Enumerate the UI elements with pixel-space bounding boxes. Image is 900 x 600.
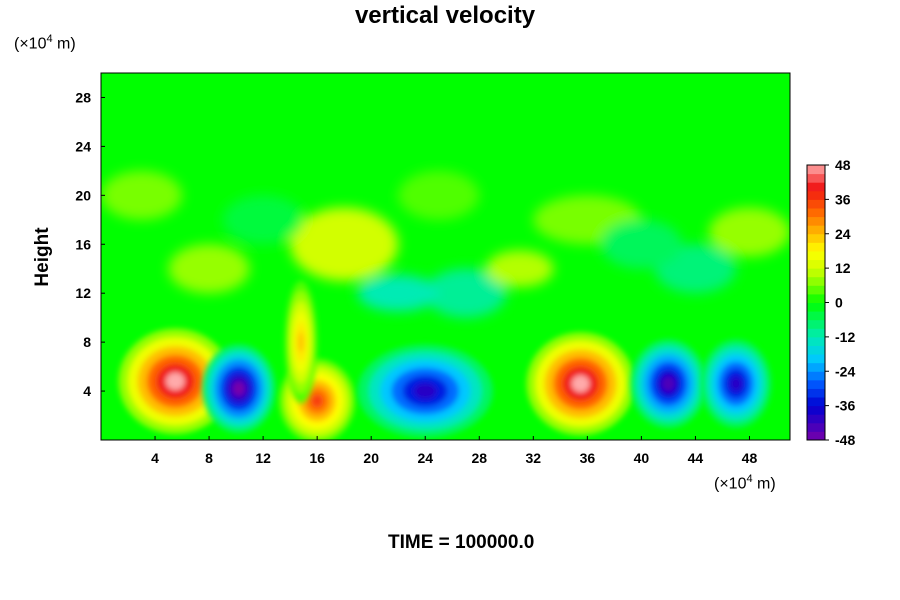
x-tick-label: 24 (417, 450, 433, 466)
colorbar-swatch (807, 173, 825, 183)
cell-updraft-3 (526, 332, 635, 436)
colorbar-swatch (807, 371, 825, 381)
colorbar-swatch (807, 190, 825, 200)
contour-level (232, 381, 245, 396)
colorbar-swatch (807, 388, 825, 398)
turbulent-layer (101, 170, 790, 318)
plot-frame (100, 72, 791, 441)
colorbar-swatch (807, 311, 825, 321)
colorbar-swatch (807, 336, 825, 346)
colorbar-swatch (807, 225, 825, 235)
turbulent-patch (168, 244, 250, 294)
cell-downdraft-1 (202, 344, 276, 433)
contour-level (165, 372, 185, 391)
colorbar-swatch (807, 250, 825, 261)
colorbar-tick-label: -12 (835, 329, 855, 345)
turbulent-patch (600, 219, 682, 269)
colorbar-swatch (807, 345, 825, 355)
turbulent-patch (222, 195, 304, 245)
colorbar-swatch (807, 319, 825, 329)
x-axis-ticks: 4 8 12 16 20 24 28 32 36 40 44 48 (151, 436, 757, 466)
x-tick-label: 4 (151, 450, 159, 466)
x-axis-unit: (×104 m) (714, 473, 776, 493)
contour-level (662, 376, 675, 392)
y-tick-label: 8 (83, 334, 91, 350)
colorbar-swatch (807, 259, 825, 269)
x-tick-label: 20 (363, 450, 379, 466)
colorbar-swatch (807, 199, 825, 209)
colorbar-swatch (807, 276, 825, 286)
turbulent-patch (708, 207, 790, 257)
y-tick-label: 16 (75, 236, 91, 252)
contour-level (730, 376, 742, 392)
colorbar-swatch (807, 362, 825, 372)
colorbar-tick-label: -48 (835, 432, 855, 448)
y-tick-label: 20 (75, 187, 91, 203)
turbulent-patch (486, 250, 554, 288)
y-axis-ticks: 4 8 12 16 20 24 28 (75, 89, 105, 399)
colorbar-swatch (807, 328, 825, 338)
colorbar-swatch (807, 216, 825, 226)
colorbar-swatch (807, 293, 825, 303)
contour-level (298, 331, 304, 353)
cell-updraft-1 (118, 328, 233, 434)
cell-downdraft-2 (357, 344, 493, 438)
y-tick-label: 24 (75, 138, 91, 154)
turbulent-patch (290, 207, 399, 281)
colorbar-tick-label: -36 (835, 398, 855, 414)
turbulent-patch (101, 170, 183, 220)
contour-level (310, 393, 324, 408)
colorbar-swatch (807, 414, 825, 424)
cell-downdraft-4 (700, 339, 772, 428)
colorbar-swatch (807, 379, 825, 389)
contour-field (101, 73, 790, 440)
colorbar-swatch (807, 397, 825, 407)
colorbar-tick-label: 24 (835, 226, 851, 242)
x-tick-label: 8 (205, 450, 213, 466)
colorbar-swatch (807, 182, 825, 192)
x-tick-label: 12 (255, 450, 271, 466)
colorbar-swatch (807, 233, 825, 243)
x-tick-label: 28 (471, 450, 487, 466)
colorbar-tick-label: -24 (835, 363, 855, 379)
turbulent-patch (398, 170, 480, 220)
time-label: TIME = 100000.0 (388, 532, 535, 553)
turbulent-patch (425, 268, 507, 318)
y-tick-label: 12 (75, 285, 91, 301)
colorbar-tick-label: 0 (835, 295, 843, 311)
turbulent-patch (357, 274, 439, 312)
y-tick-label: 4 (83, 383, 91, 399)
cell-downdraft-3 (630, 339, 707, 428)
x-tick-label: 40 (634, 450, 650, 466)
colorbar-swatch (807, 354, 825, 364)
colorbar-swatch (807, 285, 825, 295)
x-tick-label: 16 (309, 450, 325, 466)
colorbar: 48 36 24 12 0 -12 -24 -36 -48 (806, 157, 855, 448)
colorbar-swatch (807, 207, 825, 218)
x-tick-label: 36 (580, 450, 596, 466)
x-tick-label: 44 (688, 450, 704, 466)
colorbar-swatch (807, 165, 825, 175)
colorbar-tick-label: 36 (835, 191, 851, 207)
colorbar-tick-label: 12 (835, 260, 851, 276)
cell-updraft-2-tower (284, 280, 318, 404)
y-axis-unit: (×104 m) (14, 33, 76, 53)
x-tick-label: 48 (742, 450, 758, 466)
chart-title: vertical velocity (354, 2, 536, 29)
colorbar-tick-label: 48 (835, 157, 851, 173)
colorbar-swatch (807, 431, 825, 441)
y-tick-label: 28 (75, 89, 91, 105)
colorbar-swatch (807, 242, 825, 252)
colorbar-swatch (807, 268, 825, 278)
contour-level (413, 383, 437, 399)
contour-level (571, 375, 590, 393)
colorbar-swatch (807, 422, 825, 432)
x-tick-label: 32 (526, 450, 542, 466)
colorbar-swatch (807, 302, 825, 312)
colorbar-swatch (807, 405, 825, 415)
